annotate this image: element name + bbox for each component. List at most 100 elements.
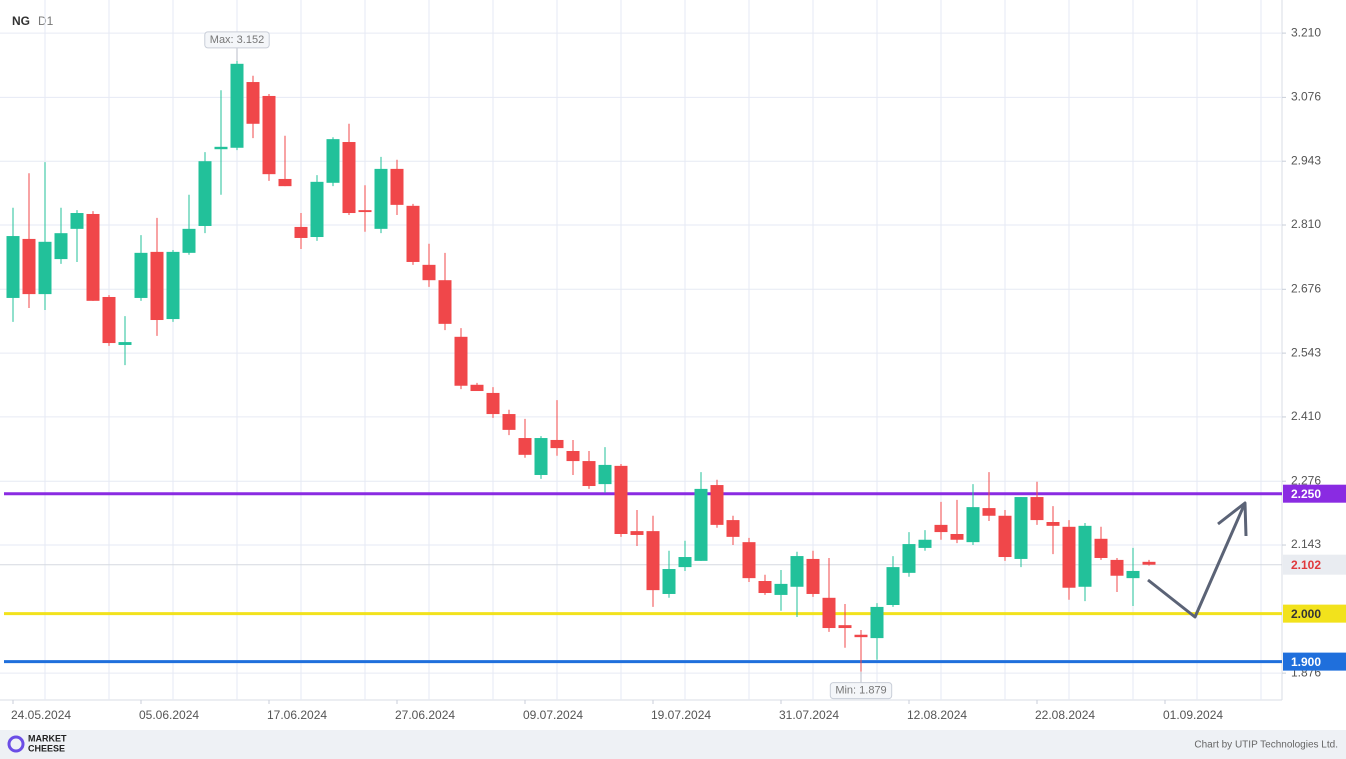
candle-body <box>278 178 292 187</box>
x-tick-label: 09.07.2024 <box>523 708 583 722</box>
candle-body <box>662 569 676 594</box>
level-label: 2.000 <box>1291 607 1321 621</box>
candle-body <box>806 558 820 594</box>
candle-body <box>326 139 340 183</box>
candle-body <box>54 233 68 260</box>
annotation: Min: 1.879 <box>835 685 886 697</box>
candle-body <box>710 485 724 525</box>
candle-body <box>1126 570 1140 579</box>
candle-body <box>998 515 1012 558</box>
candle-body <box>726 520 740 537</box>
candle-body <box>566 450 580 462</box>
forecast-arrow <box>1147 501 1248 619</box>
candle-body <box>150 251 164 321</box>
candle-body <box>374 168 388 229</box>
candle-body <box>534 438 548 475</box>
candle-body <box>262 95 276 175</box>
candle-body <box>182 228 196 253</box>
candle-body <box>1062 526 1076 588</box>
x-tick-label: 22.08.2024 <box>1035 708 1095 722</box>
y-tick-label: 3.210 <box>1291 25 1321 39</box>
y-tick-label: 2.676 <box>1291 281 1321 295</box>
candle-body <box>246 82 260 124</box>
price-label: 2.102 <box>1291 558 1321 572</box>
x-tick-label: 17.06.2024 <box>267 708 327 722</box>
x-tick-label: 24.05.2024 <box>11 708 71 722</box>
candle-body <box>470 384 484 392</box>
level-tag <box>1283 484 1346 503</box>
candle-body <box>438 280 452 324</box>
y-tick-label: 2.810 <box>1291 217 1321 231</box>
candle-body <box>1142 561 1156 565</box>
candle-body <box>630 531 644 535</box>
candle-body <box>422 264 436 281</box>
y-tick-label: 3.076 <box>1291 90 1321 104</box>
brand-logo: MARKET CHEESE <box>7 733 67 753</box>
x-tick-label: 01.09.2024 <box>1163 708 1223 722</box>
candle-body <box>982 508 996 516</box>
candle-body <box>342 142 356 214</box>
timeframe: D1 <box>38 14 54 28</box>
y-tick-label: 2.943 <box>1291 153 1321 167</box>
candle-body <box>886 567 900 606</box>
candle-body <box>134 252 148 298</box>
candle-body <box>390 168 404 205</box>
level-tag <box>1283 652 1346 671</box>
candle-body <box>966 507 980 543</box>
candle-body <box>854 634 868 638</box>
candle-body <box>902 544 916 573</box>
candle-body <box>502 414 516 430</box>
candle-body <box>230 63 244 148</box>
candle-body <box>582 461 596 487</box>
x-tick-label: 31.07.2024 <box>779 708 839 722</box>
credit: Chart by UTIP Technologies Ltd. <box>1194 740 1338 751</box>
candle-body <box>742 542 756 579</box>
candle-body <box>950 533 964 540</box>
symbol: NG <box>12 14 30 28</box>
brand-line: MARKET <box>28 733 67 743</box>
candle-body <box>310 181 324 238</box>
candle-body <box>790 556 804 587</box>
candle-body <box>406 205 420 262</box>
candle-body <box>774 583 788 595</box>
candle-body <box>198 161 212 226</box>
x-tick-label: 12.08.2024 <box>907 708 967 722</box>
candle-body <box>838 625 852 629</box>
y-tick-label: 2.410 <box>1291 409 1321 423</box>
y-tick-label: 2.276 <box>1291 473 1321 487</box>
candle-body <box>454 336 468 386</box>
candle-body <box>550 439 564 449</box>
candle-body <box>694 488 708 561</box>
candle-body <box>934 524 948 533</box>
candle-body <box>1078 525 1092 587</box>
y-tick-label: 2.143 <box>1291 537 1321 551</box>
candle-body <box>102 296 116 344</box>
candle-body <box>646 531 660 591</box>
y-tick-label: 2.543 <box>1291 345 1321 359</box>
candle-body <box>870 606 884 639</box>
candle-body <box>1110 559 1124 576</box>
candle-body <box>38 241 52 295</box>
candle-body <box>822 597 836 629</box>
candle-body <box>598 464 612 485</box>
candle-body <box>86 213 100 301</box>
level-label: 2.250 <box>1291 487 1321 501</box>
candle-body <box>22 238 36 295</box>
level-label: 1.900 <box>1291 655 1321 669</box>
candle-body <box>214 146 228 150</box>
brand-line: CHEESE <box>28 743 65 753</box>
candle-body <box>166 251 180 320</box>
candle-body <box>294 226 308 238</box>
footer <box>0 730 1346 759</box>
candle-body <box>1014 497 1028 559</box>
candle-body <box>118 342 132 345</box>
logo-mark <box>7 735 25 753</box>
candle-body <box>758 581 772 594</box>
annotation: Max: 3.152 <box>210 34 264 46</box>
candle-body <box>486 392 500 415</box>
candle-body <box>678 557 692 568</box>
level-tag <box>1283 604 1346 623</box>
price-tag <box>1283 554 1346 575</box>
